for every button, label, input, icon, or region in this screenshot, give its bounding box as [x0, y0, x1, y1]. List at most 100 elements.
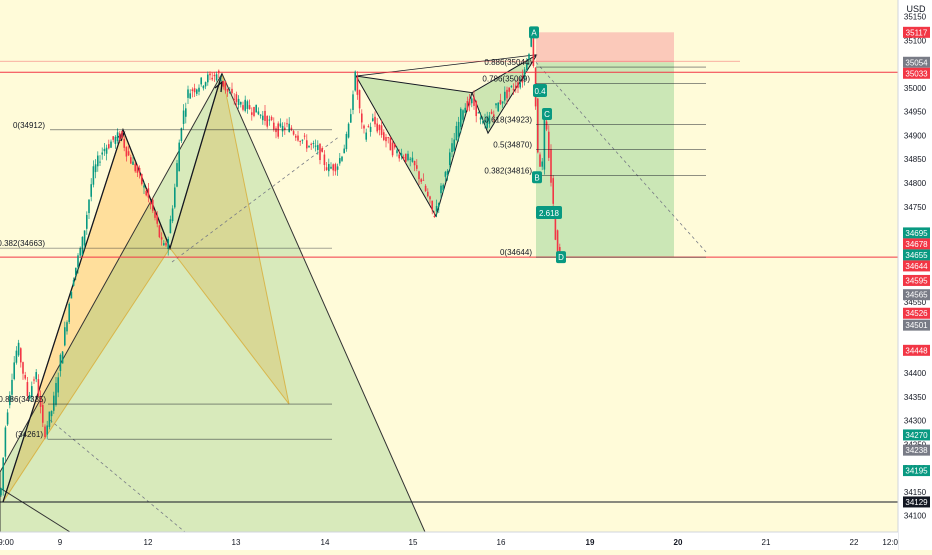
candle-body: [136, 165, 139, 173]
candle: [237, 95, 240, 109]
pattern-leg-line[interactable]: [0, 487, 71, 533]
candle-body: [556, 230, 559, 255]
candle-body: [99, 161, 101, 163]
candle-body: [147, 188, 150, 198]
price-badge-label: 35033: [905, 69, 928, 78]
price-badge-label: 34526: [905, 309, 928, 318]
candle: [528, 52, 530, 66]
candle-body: [167, 238, 169, 250]
candle-body: [473, 96, 475, 106]
candle: [402, 154, 405, 161]
candle-body: [264, 110, 266, 121]
candle-body: [31, 386, 33, 398]
candle-body: [196, 89, 198, 94]
candle: [9, 391, 11, 409]
projection-dashed-line[interactable]: [171, 135, 341, 263]
candle-body: [70, 291, 73, 299]
pattern-point-c[interactable]: C: [542, 108, 552, 121]
candle: [541, 157, 543, 171]
point-label: C: [544, 110, 550, 119]
candle: [493, 110, 495, 122]
candle: [330, 162, 332, 170]
candle-body: [508, 87, 510, 92]
candle: [314, 139, 317, 152]
candle-body: [20, 348, 22, 363]
candle: [350, 108, 352, 124]
candle: [262, 110, 264, 125]
candle-body: [200, 77, 202, 85]
candle-body: [231, 88, 233, 93]
candle-body: [59, 354, 62, 372]
candle: [17, 339, 20, 357]
candle-body: [53, 395, 55, 411]
candle: [438, 202, 440, 213]
candle-body: [165, 242, 167, 246]
candle: [288, 117, 290, 133]
candle: [517, 77, 519, 94]
candle-body: [64, 327, 66, 346]
price-badge: 34644: [903, 260, 930, 272]
pattern-point-d[interactable]: D: [556, 251, 566, 264]
time-tick-label: 14: [321, 538, 330, 547]
pattern-points-layer[interactable]: A C B D 0.4 2.618: [529, 26, 566, 264]
candle: [191, 87, 194, 98]
candle: [499, 93, 502, 106]
candle-body: [97, 155, 99, 167]
pattern-point-a[interactable]: A: [529, 26, 539, 39]
candle: [94, 159, 97, 179]
candle-body: [391, 142, 394, 156]
ratio-badge[interactable]: 2.618: [536, 206, 562, 219]
candle-body: [435, 206, 438, 212]
candle: [383, 129, 385, 142]
projection-dashed-line[interactable]: [49, 419, 186, 533]
candle: [242, 101, 244, 112]
candle-body: [380, 125, 383, 135]
point-label: D: [558, 253, 564, 262]
candle: [433, 211, 436, 218]
candle: [152, 197, 154, 214]
candle-body: [44, 426, 46, 438]
candle: [526, 58, 528, 72]
candle: [138, 165, 141, 179]
candle: [418, 170, 420, 186]
position-stop-zone[interactable]: [536, 32, 674, 63]
drawing-layer[interactable]: [0, 32, 707, 533]
horizontal-lines-layer[interactable]: [0, 60, 898, 503]
candle-body: [11, 379, 13, 395]
candle-body: [449, 152, 451, 166]
candle-body: [455, 125, 458, 141]
candle: [508, 87, 510, 98]
candle: [103, 143, 106, 156]
candle-body: [308, 145, 310, 148]
position-target-zone[interactable]: [536, 62, 674, 258]
candle: [196, 88, 198, 97]
candle: [490, 109, 493, 115]
candle-body: [180, 128, 183, 141]
candle-body: [537, 98, 539, 153]
candle-body: [486, 116, 488, 128]
candle-body: [385, 137, 387, 142]
candle-body: [275, 128, 277, 133]
candle: [367, 124, 370, 128]
candle-body: [248, 105, 251, 110]
ratio-badge[interactable]: 0.4: [533, 84, 547, 97]
candle: [207, 71, 209, 86]
candle-body: [539, 154, 541, 167]
candle-body: [262, 115, 264, 121]
candle-body: [457, 121, 460, 138]
candle: [477, 111, 480, 114]
point-label: B: [534, 173, 539, 182]
price-tick-label: 34350: [904, 393, 927, 402]
candle: [123, 136, 125, 152]
candle: [112, 136, 114, 143]
pattern-point-b[interactable]: B: [532, 171, 542, 184]
candle: [308, 145, 310, 148]
pattern2-xab-triangle[interactable]: [355, 75, 473, 218]
candle-body: [361, 113, 363, 123]
candle-body: [460, 108, 462, 127]
candle: [409, 156, 411, 167]
candle: [15, 346, 18, 365]
time-axis-panel[interactable]: [0, 532, 898, 550]
